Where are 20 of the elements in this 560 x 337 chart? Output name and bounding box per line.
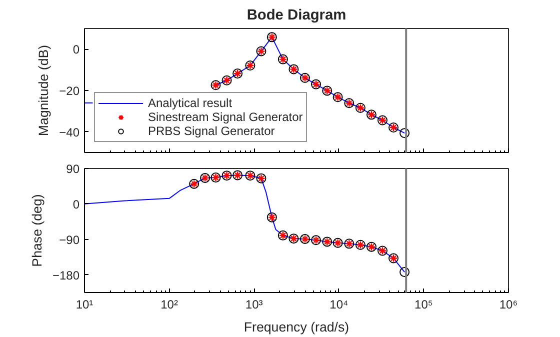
x-tick-label: 10⁴: [330, 298, 348, 312]
y-axis-title: Magnitude (dB): [36, 44, 52, 136]
y-tick-label: −180: [52, 268, 80, 282]
y-tick-label: 0: [72, 197, 80, 212]
x-tick-label: 10⁵: [414, 298, 433, 312]
x-tick-label: 10¹: [76, 298, 94, 312]
x-axis-title: Frequency (rad/s): [244, 320, 350, 334]
legend-label: Sinestream Signal Generator: [148, 110, 303, 124]
chart-title: Bode Diagram: [246, 8, 346, 24]
legend-label: Analytical result: [148, 96, 232, 110]
y-axis-title: Phase (deg): [29, 194, 44, 267]
x-tick-label: 10⁶: [499, 298, 518, 312]
y-tick-label: −90: [59, 232, 80, 247]
x-tick-label: 10²: [160, 298, 178, 312]
y-tick-label: −40: [59, 125, 80, 140]
legend-label: PRBS Signal Generator: [148, 124, 275, 138]
y-tick-label: 90: [66, 162, 80, 176]
x-tick-label: 10³: [245, 298, 263, 312]
y-tick-label: 0: [72, 42, 80, 57]
y-tick-label: −20: [59, 84, 80, 98]
